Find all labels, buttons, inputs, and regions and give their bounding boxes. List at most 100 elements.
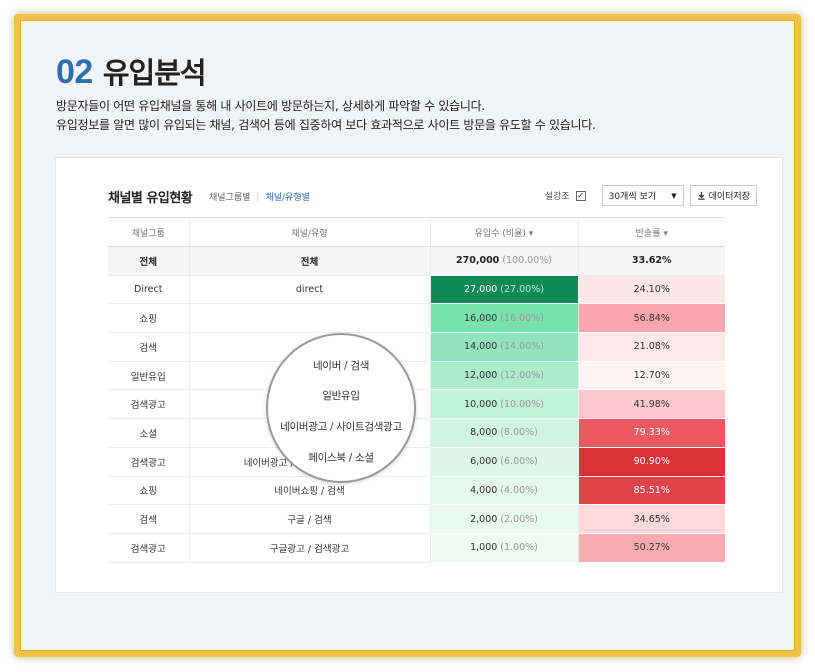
section-heading: 02 유입분석 xyxy=(56,50,207,92)
cell-inflow-count: 6,000 (6.00%) xyxy=(429,447,578,477)
panel-title: 채널별 유입현황 xyxy=(108,191,193,206)
table-row: 검색 구글 / 검색 2,000 (2.00%) 34.65% xyxy=(108,504,725,534)
total-bounce: 33.62% xyxy=(577,246,725,276)
total-ratio: (100.00%) xyxy=(502,255,552,267)
table-row: 쇼핑 16,000 (16.00%) 56.84% xyxy=(108,303,725,334)
inflow-count-value: 10,000 xyxy=(464,398,498,410)
cell-inflow-count: 1,000 (1.00%) xyxy=(429,533,578,563)
cell-bounce-rate: 12.70% xyxy=(577,361,725,391)
table-row: 검색 14,000 (14.00%) 21.08% xyxy=(108,332,725,362)
table-row: 쇼핑 네이버쇼핑 / 검색 4,000 (4.00%) 85.51% xyxy=(108,476,725,506)
cell-bounce-rate: 50.27% xyxy=(577,533,725,563)
inflow-ratio-value: (8.00%) xyxy=(500,427,538,439)
magnified-channel: 일반유입 xyxy=(322,390,360,402)
table-row: 검색광고 구글광고 / 검색광고 1,000 (1.00%) 50.27% xyxy=(108,533,725,563)
channel-inflow-panel: 채널별 유입현황 채널그룹별 | 채널/유형별 설강조 ✓ 30개씩 보기 ▼ … xyxy=(55,157,783,593)
inflow-ratio-value: (10.00%) xyxy=(500,398,544,410)
description-line-2: 유입정보를 알면 많이 유입되는 채널, 검색어 등에 집중하여 보다 효과적으… xyxy=(56,118,596,132)
section-title: 유입분석 xyxy=(102,56,207,90)
inflow-count-value: 6,000 xyxy=(470,456,498,468)
cell-inflow-count: 2,000 (2.00%) xyxy=(429,504,578,534)
cell-channel-type: 구글광고 / 검색광고 xyxy=(188,533,430,563)
cell-channel-type: 네이버쇼핑 / 검색 xyxy=(188,476,430,506)
panel-tabs: 채널그룹별 | 채널/유형별 xyxy=(209,190,310,204)
cell-bounce-rate: 56.84% xyxy=(577,303,725,334)
cell-inflow-count: 8,000 (8.00%) xyxy=(429,418,578,448)
table-row: Direct direct 27,000 (27.00%) 24.10% xyxy=(108,275,725,305)
total-count: 270,000 xyxy=(456,255,500,267)
tab-channel-type[interactable]: 채널/유형별 xyxy=(265,193,310,203)
magnifier-callout: 네이버 / 검색 일반유입 네이버광고 / 사이트검색광고 페이스북 / 소셜 xyxy=(266,333,416,483)
inflow-count-value: 16,000 xyxy=(464,312,498,324)
header-inflow-count[interactable]: 유입수 (비율) ▾ xyxy=(429,217,578,247)
inflow-table: 채널그룹 채널/유형 유입수 (비율) ▾ 반송률 ▾ 전체 전체 270,00… xyxy=(108,217,725,563)
cell-channel-group: 검색 xyxy=(108,332,189,362)
content-area: 02 유입분석 방문자들이 어떤 유입채널을 통해 내 사이트에 방문하는지, … xyxy=(24,24,791,647)
inflow-ratio-value: (27.00%) xyxy=(500,284,544,296)
header-channel-group: 채널그룹 xyxy=(108,217,189,247)
section-description: 방문자들이 어떤 유입채널을 통해 내 사이트에 방문하는지, 상세하게 파악할… xyxy=(56,97,596,135)
inflow-count-value: 8,000 xyxy=(470,427,498,439)
cell-channel-group: 검색광고 xyxy=(108,389,189,420)
magnified-channel: 페이스북 / 소셜 xyxy=(308,452,374,464)
rows-per-page-select[interactable]: 30개씩 보기 ▼ xyxy=(601,185,684,206)
table-row: 일반유입 12,000 (12.00%) 12.70% xyxy=(108,361,725,391)
inflow-ratio-value: (6.00%) xyxy=(500,456,538,468)
cell-channel-group: 검색 xyxy=(108,504,189,534)
cell-inflow-count: 12,000 (12.00%) xyxy=(429,361,578,391)
inflow-count-value: 1,000 xyxy=(470,542,498,554)
cell-bounce-rate: 79.33% xyxy=(577,418,725,448)
cell-bounce-rate: 24.10% xyxy=(577,275,725,305)
download-data-label: 데이터저장 xyxy=(708,192,750,202)
inflow-count-value: 4,000 xyxy=(470,484,498,496)
tab-channel-group[interactable]: 채널그룹별 xyxy=(209,193,251,203)
cell-inflow-count: 16,000 (16.00%) xyxy=(429,303,578,334)
cell-channel-type: 구글 / 검색 xyxy=(188,504,430,534)
cell-bounce-rate: 34.65% xyxy=(577,504,725,534)
tab-divider: | xyxy=(256,191,260,202)
inflow-count-value: 2,000 xyxy=(470,513,498,525)
table-row: 검색광고 10,000 (10.00%) 41.98% xyxy=(108,389,725,420)
rows-per-page-value: 30개씩 보기 xyxy=(608,192,657,202)
section-number: 02 xyxy=(56,53,93,91)
cell-inflow-count: 27,000 (27.00%) xyxy=(429,275,578,305)
table-header-row: 채널그룹 채널/유형 유입수 (비율) ▾ 반송률 ▾ xyxy=(108,217,725,247)
cell-channel-group: 검색광고 xyxy=(108,447,189,477)
magnified-channel: 네이버 / 검색 xyxy=(312,360,370,372)
download-data-button[interactable]: 데이터저장 xyxy=(689,185,757,206)
inflow-ratio-value: (12.00%) xyxy=(500,370,544,382)
inflow-count-value: 27,000 xyxy=(464,284,498,296)
cell-channel-group: 일반유입 xyxy=(108,361,189,391)
total-count-cell: 270,000 (100.00%) xyxy=(429,246,578,276)
inflow-count-value: 14,000 xyxy=(464,341,498,353)
inflow-ratio-value: (2.00%) xyxy=(500,513,538,525)
cell-channel-type: direct xyxy=(188,275,430,305)
cell-inflow-count: 10,000 (10.00%) xyxy=(429,389,578,420)
download-icon xyxy=(697,191,705,200)
header-channel-type: 채널/유형 xyxy=(188,217,430,247)
highlight-checkbox[interactable]: ✓ xyxy=(575,190,586,201)
magnified-channel: 네이버광고 / 사이트검색광고 xyxy=(280,421,402,433)
cell-channel-group: 검색광고 xyxy=(108,533,189,563)
description-line-1: 방문자들이 어떤 유입채널을 통해 내 사이트에 방문하는지, 상세하게 파악할… xyxy=(56,99,485,113)
total-group: 전체 xyxy=(108,246,189,276)
inflow-count-value: 12,000 xyxy=(464,370,498,382)
table-row: 소셜 8,000 (8.00%) 79.33% xyxy=(108,418,725,448)
chevron-down-icon: ▼ xyxy=(671,191,677,200)
inflow-ratio-value: (16.00%) xyxy=(500,312,544,324)
cell-bounce-rate: 41.98% xyxy=(577,389,725,420)
inflow-ratio-value: (4.00%) xyxy=(500,484,538,496)
cell-bounce-rate: 21.08% xyxy=(577,332,725,362)
header-bounce-rate[interactable]: 반송률 ▾ xyxy=(577,217,725,247)
total-channel: 전체 xyxy=(188,246,430,276)
highlight-label: 설강조 xyxy=(544,192,570,202)
highlight-frame: 02 유입분석 방문자들이 어떤 유입채널을 통해 내 사이트에 방문하는지, … xyxy=(14,14,801,657)
cell-channel-group: 소셜 xyxy=(108,418,189,448)
inflow-ratio-value: (1.00%) xyxy=(500,542,538,554)
cell-channel-group: Direct xyxy=(108,275,189,305)
cell-bounce-rate: 85.51% xyxy=(577,476,725,506)
cell-inflow-count: 4,000 (4.00%) xyxy=(429,476,578,506)
cell-channel-group: 쇼핑 xyxy=(108,476,189,506)
cell-channel-group: 쇼핑 xyxy=(108,303,189,334)
